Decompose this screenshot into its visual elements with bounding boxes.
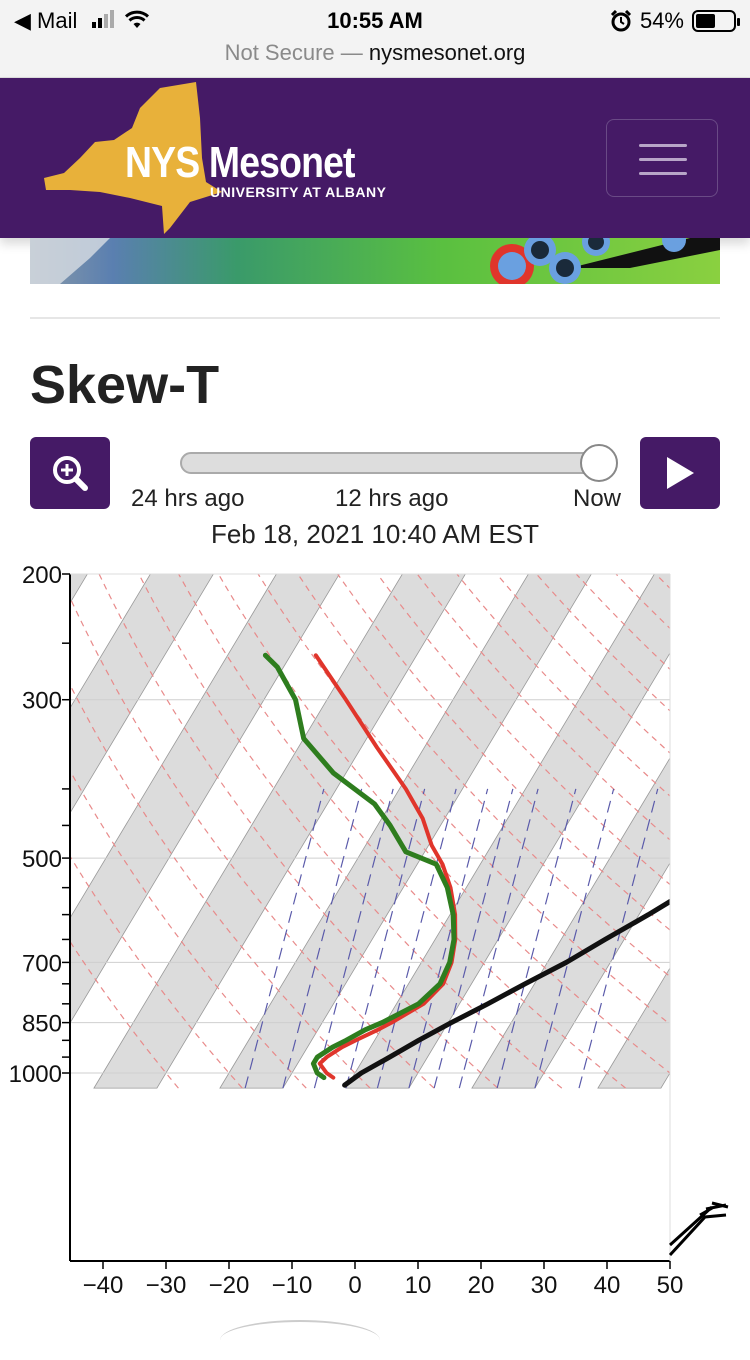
- temperature-axis-labels: −40 −30 −20 −10 0 10 20 30 40 50: [83, 1261, 684, 1295]
- logo-subtitle: UNIVERSITY AT ALBANY: [210, 184, 386, 200]
- security-label: Not Secure: [225, 40, 335, 65]
- slider-label-12h: 12 hrs ago: [335, 485, 448, 513]
- scroll-hint: [220, 1320, 380, 1360]
- isotherm-bands: [0, 574, 750, 1261]
- pressure-axis-labels: 200 300 500 700 850 1000: [9, 562, 62, 1088]
- x-tick-label: 10: [405, 1272, 432, 1295]
- alarm-icon: [610, 10, 632, 32]
- x-tick-label: 50: [657, 1272, 684, 1295]
- zoom-in-icon: [30, 437, 110, 509]
- slider-label-24h: 24 hrs ago: [131, 485, 244, 513]
- status-bar: ◀ Mail 10:55 AM 54% Not Secure — nysmeso…: [0, 0, 750, 78]
- x-tick-label: −30: [146, 1272, 187, 1295]
- play-icon: [640, 437, 720, 509]
- x-tick-label: 40: [594, 1272, 621, 1295]
- x-tick-label: 30: [531, 1272, 558, 1295]
- hamburger-menu-button[interactable]: [606, 119, 718, 197]
- site-header: NYS Mesonet UNIVERSITY AT ALBANY: [0, 78, 750, 238]
- x-tick-label: 0: [348, 1272, 361, 1295]
- hamburger-icon: [639, 144, 687, 147]
- section-divider: [30, 317, 720, 319]
- address-bar[interactable]: Not Secure — nysmesonet.org: [0, 40, 750, 66]
- map-image: [30, 238, 720, 284]
- time-slider-thumb[interactable]: [580, 444, 618, 482]
- url-separator: —: [335, 40, 369, 65]
- battery-icon: [692, 10, 736, 32]
- hamburger-bar: [639, 158, 687, 161]
- wind-barbs: [670, 1203, 728, 1255]
- battery-percent: 54%: [640, 8, 684, 34]
- station-map-banner[interactable]: [30, 238, 720, 284]
- y-tick-label: 850: [22, 1011, 62, 1038]
- skew-t-chart[interactable]: 200 300 500 700 850 1000 −40 −30 −20 −10 0 10 20 30 4…: [0, 555, 750, 1295]
- y-tick-label: 200: [22, 562, 62, 589]
- slider-label-now: Now: [573, 485, 621, 513]
- play-button[interactable]: [640, 437, 720, 509]
- y-tick-label: 700: [22, 950, 62, 977]
- x-tick-label: −40: [83, 1272, 124, 1295]
- page-title: Skew-T: [30, 354, 219, 416]
- isotherm-band: [724, 574, 750, 1088]
- hamburger-bar: [639, 172, 687, 175]
- x-tick-label: −10: [272, 1272, 313, 1295]
- logo-title: NYS Mesonet: [125, 138, 355, 188]
- x-tick-label: −20: [209, 1272, 250, 1295]
- y-tick-label: 1000: [9, 1061, 62, 1088]
- time-slider-track[interactable]: [180, 452, 610, 474]
- x-tick-label: 20: [468, 1272, 495, 1295]
- dry-adiabat: [735, 574, 750, 1088]
- url-domain: nysmesonet.org: [369, 40, 526, 65]
- dry-adiabat: [696, 574, 750, 1088]
- sounding-timestamp: Feb 18, 2021 10:40 AM EST: [0, 519, 750, 550]
- y-tick-label: 300: [22, 688, 62, 715]
- y-tick-label: 500: [22, 846, 62, 873]
- zoom-button[interactable]: [30, 437, 110, 509]
- status-right: 54%: [610, 8, 736, 34]
